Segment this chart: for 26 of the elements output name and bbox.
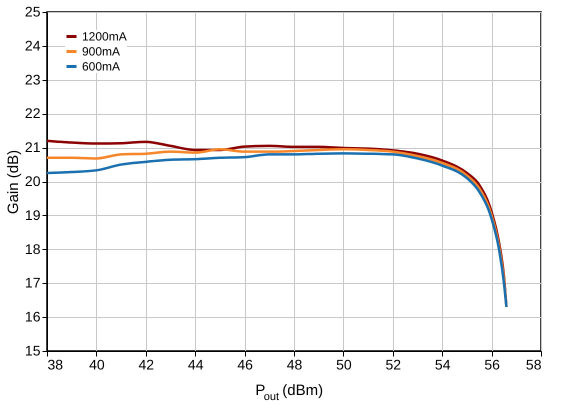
x-tick-label: 58 <box>526 356 542 372</box>
x-tick-label: 46 <box>237 356 254 372</box>
y-tick-label: 16 <box>24 308 41 325</box>
y-tick-label: 18 <box>24 240 41 257</box>
x-tick-label: 42 <box>138 356 154 372</box>
y-axis-title: Gain (dB) <box>4 150 22 214</box>
x-tick-label: 52 <box>386 356 402 372</box>
x-tick-label: 38 <box>48 356 64 372</box>
y-tick-label: 25 <box>24 4 41 20</box>
y-tick-label: 22 <box>24 105 41 122</box>
legend-label: 1200mA <box>82 30 127 44</box>
x-tick-label: 54 <box>434 356 451 372</box>
y-tick-label: 19 <box>24 206 41 223</box>
legend-label: 600mA <box>82 60 120 74</box>
y-tick-label: 17 <box>24 274 41 291</box>
y-tick-label: 23 <box>24 71 41 88</box>
y-tick-label: 15 <box>24 342 41 358</box>
x-tick-label: 40 <box>89 356 105 372</box>
x-tick-label: 50 <box>336 356 352 372</box>
y-tick-label: 21 <box>24 139 41 156</box>
y-tick-label: 24 <box>24 37 41 54</box>
legend-label: 900mA <box>82 44 120 58</box>
x-tick-label: 56 <box>484 356 500 372</box>
x-tick-label: 44 <box>188 356 204 372</box>
y-tick-label: 20 <box>24 173 41 189</box>
x-tick-label: 48 <box>286 356 302 372</box>
